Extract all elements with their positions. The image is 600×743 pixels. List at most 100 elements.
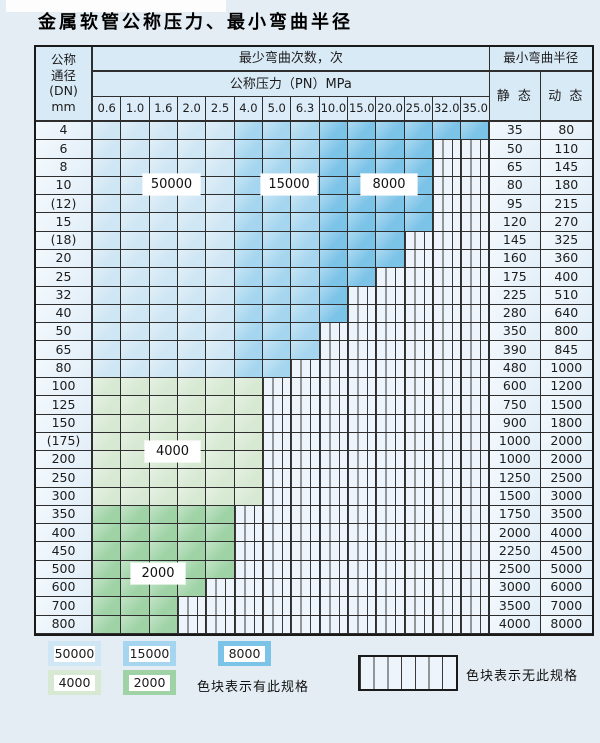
pressure-cell <box>291 122 320 141</box>
pressure-cell <box>121 505 150 525</box>
region-label-50000: 50000 <box>143 174 200 195</box>
pressure-cell-no-spec <box>348 377 377 397</box>
pressure-cell <box>121 359 150 378</box>
pressure-cell-no-spec <box>376 341 405 360</box>
pressure-cell <box>404 195 434 214</box>
pressure-cell <box>121 249 150 269</box>
pressure-cell <box>121 323 150 342</box>
pressure-cell-no-spec <box>404 268 434 287</box>
pressure-cell <box>234 359 264 378</box>
static-radius-cell: 1750 <box>489 505 541 525</box>
pressure-cell <box>291 231 320 250</box>
pressure-cell <box>263 195 292 214</box>
pressure-cell-no-spec <box>461 487 490 506</box>
pressure-cell <box>149 615 179 634</box>
pressure-cell <box>319 268 349 287</box>
pressure-cell-no-spec <box>348 615 377 634</box>
pressure-cell <box>93 542 122 561</box>
dn-cell: 32 <box>36 286 93 305</box>
pressure-cell <box>206 359 235 378</box>
pressure-cell <box>263 359 292 378</box>
dynamic-radius-cell: 6000 <box>540 579 592 598</box>
pressure-cell <box>376 122 405 141</box>
pressure-cell-no-spec <box>461 158 490 177</box>
header-pressure-value: 15.0 <box>348 97 377 122</box>
pressure-cell <box>206 396 235 415</box>
dn-cell: 8 <box>36 158 93 177</box>
region-label-2000: 2000 <box>131 563 185 584</box>
pressure-cell-no-spec <box>404 542 434 561</box>
legend-swatch-label: 8000 <box>224 645 265 662</box>
legend-swatch-2000: 2000 <box>123 670 176 695</box>
pressure-cell-no-spec <box>234 560 264 580</box>
pressure-cell <box>178 249 207 269</box>
pressure-cell-no-spec <box>291 542 320 561</box>
pressure-cell-no-spec <box>206 615 235 634</box>
pressure-cell-no-spec <box>376 615 405 634</box>
pressure-cell <box>263 140 292 159</box>
pressure-cell-no-spec <box>461 560 490 580</box>
pressure-cell <box>149 469 179 488</box>
pressure-cell-no-spec <box>404 524 434 543</box>
pressure-cell <box>121 140 150 159</box>
pressure-cell <box>263 323 292 342</box>
static-radius-cell: 2250 <box>489 542 541 561</box>
dynamic-radius-cell: 1000 <box>540 359 592 378</box>
dynamic-radius-cell: 400 <box>540 268 592 287</box>
static-radius-cell: 2500 <box>489 560 541 580</box>
pressure-radius-table-wrap: 公称 通径 (DN) mm 最少弯曲次数，次 最小弯曲半径 公称压力（PN）MP… <box>34 45 594 636</box>
pressure-cell-no-spec <box>433 341 462 360</box>
pressure-cell <box>121 469 150 488</box>
pressure-cell-no-spec <box>348 341 377 360</box>
pressure-cell <box>178 524 207 543</box>
dn-cell: 100 <box>36 377 93 397</box>
pressure-cell <box>149 140 179 159</box>
pressure-cell <box>206 487 235 506</box>
dynamic-radius-cell: 510 <box>540 286 592 305</box>
pressure-cell <box>149 487 179 506</box>
pressure-cell-no-spec <box>376 469 405 488</box>
pressure-cell-no-spec <box>404 359 434 378</box>
pressure-cell <box>206 432 235 452</box>
pressure-cell <box>149 213 179 232</box>
dynamic-radius-cell: 270 <box>540 213 592 232</box>
pressure-cell <box>234 377 264 397</box>
static-radius-cell: 1250 <box>489 469 541 488</box>
pressure-cell <box>121 597 150 616</box>
pressure-cell <box>178 231 207 250</box>
pressure-cell <box>291 268 320 287</box>
pressure-cell-no-spec <box>263 469 292 488</box>
pressure-cell-no-spec <box>433 286 462 305</box>
pressure-cell-no-spec <box>291 451 320 470</box>
pressure-cell <box>178 505 207 525</box>
dynamic-radius-cell: 2000 <box>540 451 592 470</box>
pressure-cell <box>348 195 377 214</box>
pressure-cell <box>121 231 150 250</box>
pressure-cell-no-spec <box>404 579 434 598</box>
pressure-cell-no-spec <box>178 615 207 634</box>
pressure-cell <box>376 195 405 214</box>
pressure-cell-no-spec <box>291 377 320 397</box>
pressure-cell <box>206 469 235 488</box>
dynamic-radius-cell: 2000 <box>540 432 592 452</box>
pressure-cell <box>263 341 292 360</box>
static-radius-cell: 65 <box>489 158 541 177</box>
legend-swatch-label: 4000 <box>54 674 95 691</box>
pressure-cell <box>93 249 122 269</box>
pressure-cell <box>93 487 122 506</box>
region-label-15000: 15000 <box>261 174 317 195</box>
pressure-cell-no-spec <box>461 359 490 378</box>
pressure-cell-no-spec <box>433 560 462 580</box>
dynamic-radius-cell: 1500 <box>540 396 592 415</box>
static-radius-cell: 225 <box>489 286 541 305</box>
pressure-cell <box>206 213 235 232</box>
pressure-cell <box>234 304 264 324</box>
pressure-cell <box>404 213 434 232</box>
pressure-cell-no-spec <box>319 524 349 543</box>
dn-cell: 4 <box>36 122 93 141</box>
dn-cell: 65 <box>36 341 93 360</box>
pressure-cell <box>206 323 235 342</box>
static-radius-cell: 3500 <box>489 597 541 616</box>
pressure-cell-no-spec <box>461 341 490 360</box>
